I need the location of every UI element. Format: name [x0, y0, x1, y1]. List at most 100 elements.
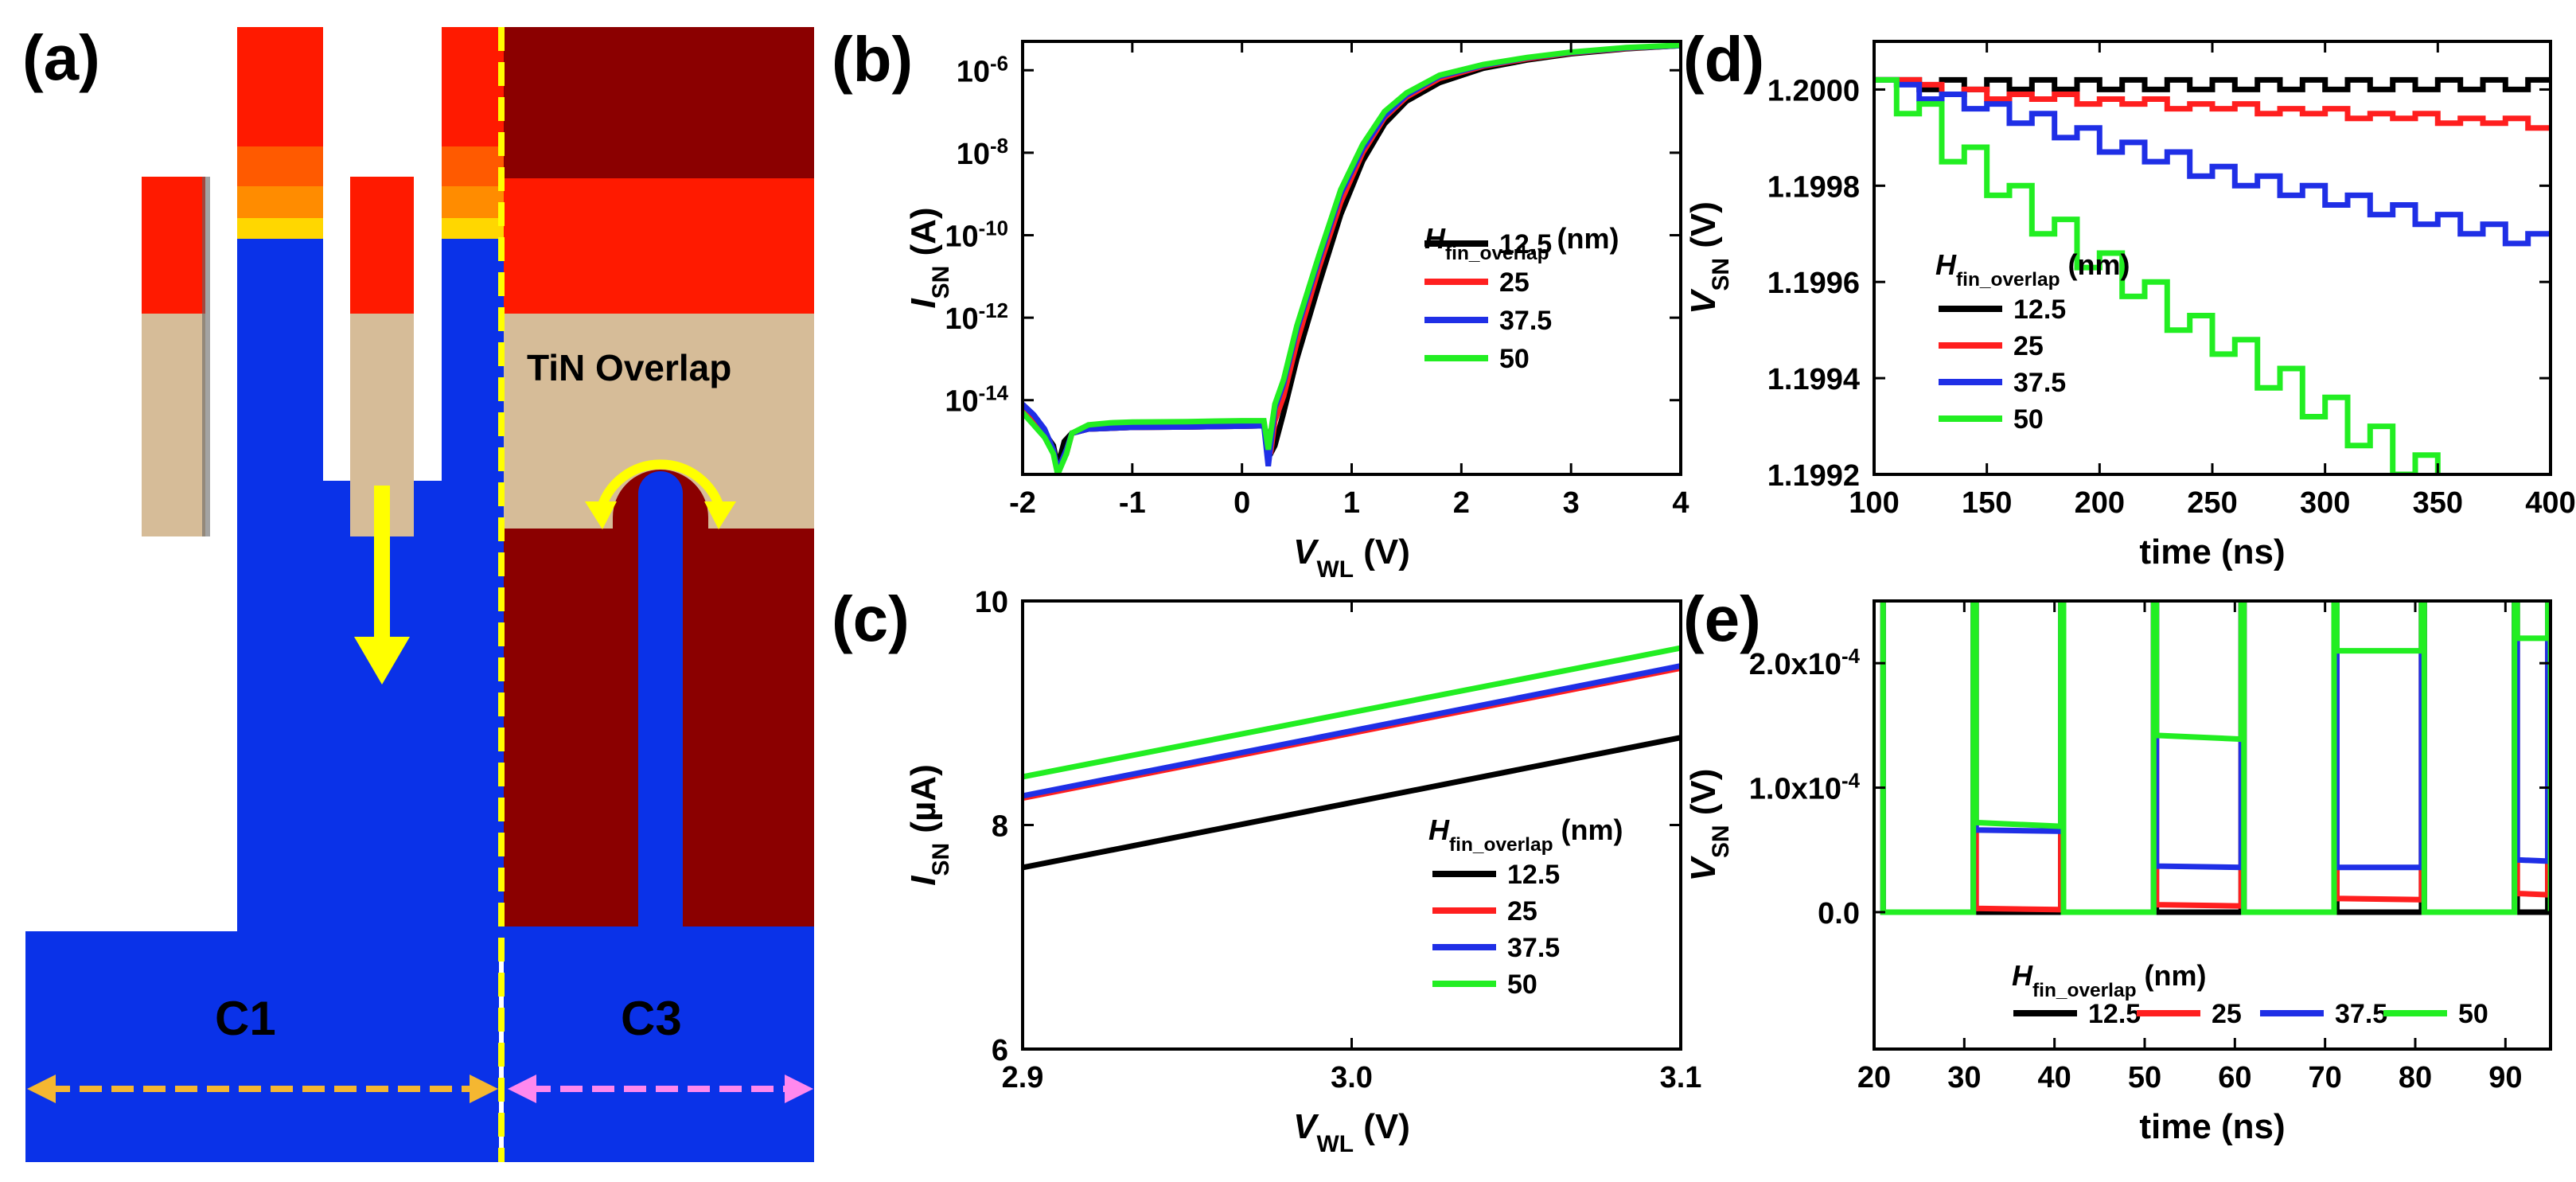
- chart-d: (d) 100 150 200 250 300 350 400 1.1992 1.1994 1.19…: [1683, 24, 2576, 571]
- x-tick-label-d: 100: [1849, 486, 1899, 520]
- y-tick-label-b: 10-14: [945, 383, 1008, 419]
- legend-label-d-25: 25: [2013, 331, 2044, 361]
- series-line-c-50: [1023, 645, 1681, 780]
- x-tick-label-b: -1: [1119, 486, 1146, 520]
- series-line-e-50: [1880, 601, 2551, 915]
- y-tick-label-c: 10: [975, 586, 1008, 619]
- plot-frame-b: [1021, 40, 1682, 476]
- y-axis-title-d: VSN (V): [1684, 201, 1734, 314]
- legend-label-d-12.5: 12.5: [2013, 295, 2066, 325]
- chart-c: (c) 2.9 3.0 3.1 6 8 10 VWL (V) ISN (µA) Hfin_over…: [832, 583, 1701, 1157]
- x-tick-label-c: 2.9: [1002, 1061, 1044, 1094]
- x-tick-label-d: 400: [2525, 486, 2575, 520]
- c1-left-stack-orange: [237, 146, 323, 186]
- legend-label-b-37.5: 37.5: [1499, 306, 1552, 336]
- c1-left-block-red: [142, 177, 205, 314]
- c1-right-stack-red: [442, 27, 504, 146]
- plot-area-d: [1874, 76, 2551, 474]
- series-line-c-37.5: [1023, 663, 1681, 799]
- x-tick-label-b: 3: [1563, 486, 1580, 520]
- y-tick-label-d: 1.1994: [1767, 363, 1860, 396]
- x-tick-label-e: 50: [2128, 1061, 2161, 1094]
- c1-right-stack-orange: [442, 146, 504, 186]
- c3-red-band: [504, 178, 814, 314]
- c1-dimension-head-right: [470, 1075, 498, 1103]
- chart-b: (b) -2 -1 0 1 2 3 4 10-14 10-12 10-10 10-8 10-6 VWL (…: [832, 24, 1689, 583]
- series-line-b-25: [1023, 42, 1681, 474]
- down-arrow-head: [354, 637, 410, 685]
- legend-label-e-25: 25: [2212, 999, 2242, 1029]
- legend-label-d-50: 50: [2013, 404, 2044, 435]
- y-tick-label-d: 1.1998: [1767, 170, 1860, 204]
- y-tick-label-b: 10-12: [945, 300, 1008, 336]
- c3-top-dark: [504, 27, 814, 178]
- y-axis-title-c: ISN (µA): [904, 764, 954, 885]
- y-tick-label-d: 1.1996: [1767, 267, 1860, 300]
- c3-label: C3: [621, 992, 682, 1045]
- plot-area-c: [1023, 645, 1681, 871]
- series-line-d-12.5: [1874, 76, 2551, 92]
- y-tick-label-e: 2.0x10-4: [1749, 646, 1861, 681]
- panel-b-label: (b): [832, 24, 913, 95]
- c1-left-block-tan: [142, 314, 205, 536]
- legend-title-c: Hfin_overlap (nm): [1428, 813, 1623, 856]
- tin-curved-arrow: [596, 459, 725, 511]
- c1-left-stack-yellow: [237, 218, 323, 239]
- x-tick-label-b: 2: [1453, 486, 1470, 520]
- c1-label: C1: [215, 992, 276, 1045]
- c3-fin: [638, 471, 683, 926]
- chart-e: (e) 20 30 40 50 60 70 80 90 0.0 1.0x10-4 2.0x10-4 ti…: [1683, 583, 2552, 1146]
- y-axis-title-e: VSN (V): [1684, 769, 1734, 882]
- legend-label-e-50: 50: [2458, 999, 2488, 1029]
- c1-left-stack-red: [237, 27, 323, 146]
- x-tick-label-c: 3.1: [1660, 1061, 1702, 1094]
- x-tick-label-d: 250: [2187, 486, 2237, 520]
- y-tick-label-c: 8: [992, 810, 1008, 844]
- x-tick-label-e: 60: [2218, 1061, 2251, 1094]
- x-tick-label-d: 150: [1962, 486, 2012, 520]
- x-tick-label-b: -2: [1009, 486, 1036, 520]
- plot-area-b: [1023, 42, 1681, 474]
- x-tick-label-b: 1: [1343, 486, 1360, 520]
- x-tick-label-e: 20: [1857, 1061, 1891, 1094]
- series-line-b-12.5: [1023, 42, 1681, 467]
- x-tick-label-e: 70: [2309, 1061, 2342, 1094]
- y-axis-title-b: ISN (A): [904, 207, 954, 308]
- x-tick-label-e: 40: [2038, 1061, 2071, 1094]
- tin-overlap-label: TiN Overlap: [527, 347, 731, 388]
- c3-dimension-head-left: [508, 1075, 536, 1103]
- panel-a-label: (a): [22, 22, 100, 93]
- legend-label-b-25: 25: [1499, 267, 1530, 298]
- x-tick-label-d: 350: [2413, 486, 2463, 520]
- legend-title-e: Hfin_overlap (nm): [2012, 959, 2207, 1001]
- panel-d-label: (d): [1683, 24, 1764, 95]
- y-tick-label-c: 6: [992, 1034, 1008, 1067]
- series-line-b-50: [1023, 42, 1681, 474]
- legend-label-c-12.5: 12.5: [1507, 860, 1560, 890]
- panel-e-label: (e): [1683, 583, 1761, 654]
- y-tick-label-b: 10-8: [957, 135, 1008, 171]
- plot-area-e: [1880, 601, 2551, 915]
- x-axis-title-b: VWL (V): [1293, 532, 1410, 583]
- series-line-c-12.5: [1023, 735, 1681, 871]
- legend-title-b: Hfin_overlap (nm): [1424, 222, 1619, 264]
- series-line-b-37.5: [1023, 42, 1681, 474]
- x-tick-label-e: 80: [2399, 1061, 2432, 1094]
- legend-label-d-37.5: 37.5: [2013, 368, 2066, 398]
- c1-left-block-shadow: [202, 177, 210, 536]
- legend-label-e-12.5: 12.5: [2088, 999, 2141, 1029]
- c1-right-stack-orange2: [442, 186, 504, 218]
- legend-label-c-25: 25: [1507, 896, 1537, 926]
- x-tick-label-d: 200: [2075, 486, 2125, 520]
- c3-dimension-head-right: [785, 1075, 813, 1103]
- x-axis-title-d: time (ns): [2139, 532, 2285, 571]
- y-tick-label-e: 0.0: [1818, 897, 1860, 930]
- legend-title-d: Hfin_overlap (nm): [1935, 248, 2130, 291]
- y-tick-label-b: 10-6: [957, 53, 1008, 88]
- legend-label-e-37.5: 37.5: [2335, 999, 2387, 1029]
- c3-substrate: [504, 926, 814, 1162]
- series-line-d-37.5: [1874, 76, 2551, 247]
- x-tick-label-b: 4: [1672, 486, 1689, 520]
- series-line-d-25: [1874, 76, 2551, 131]
